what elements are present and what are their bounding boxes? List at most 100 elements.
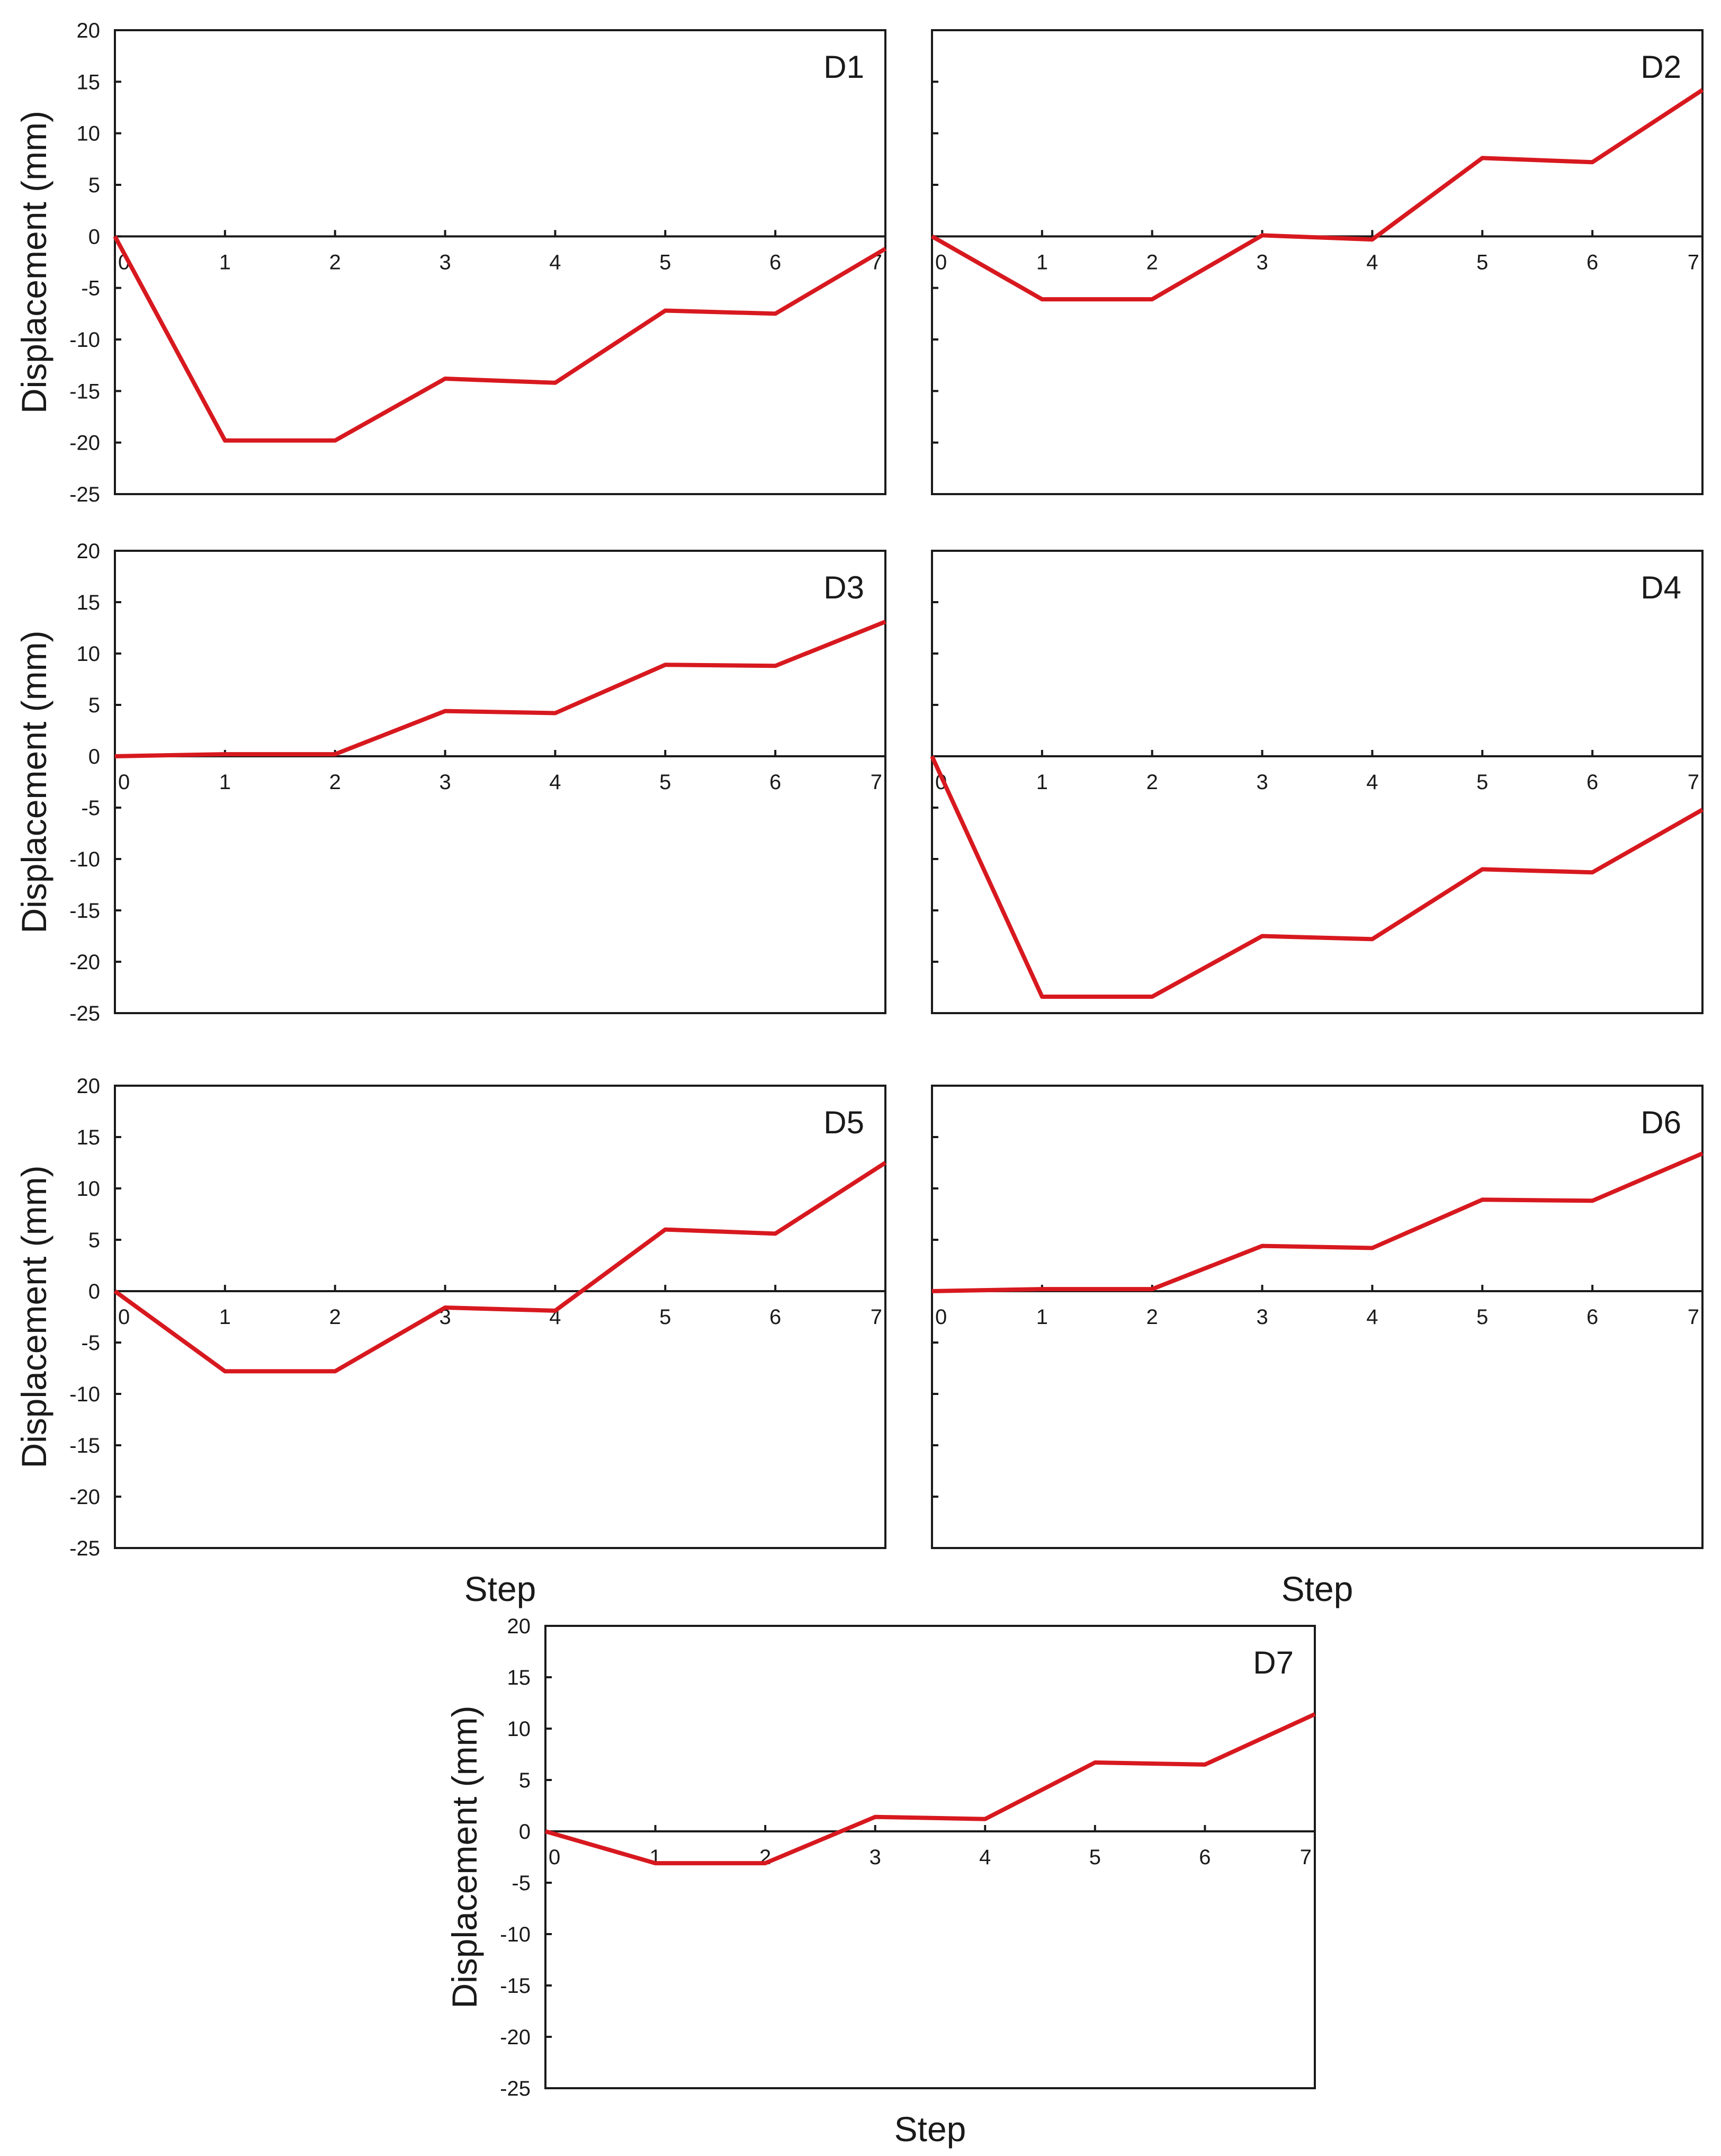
x-tick-label: 7 [1688,251,1699,274]
x-tick-label: 1 [1036,251,1048,274]
x-tick-label: 6 [1586,1305,1598,1329]
y-tick-label: -10 [500,1923,531,1946]
y-tick-label: 10 [77,642,101,666]
panel-label: D1 [823,49,864,85]
x-tick-label: 5 [659,251,671,274]
x-tick-label: 2 [329,1305,341,1329]
series-line-d4 [930,755,1704,999]
y-tick-label: 20 [77,540,101,563]
y-tick-label: 20 [77,19,101,42]
panel-d3: 20 15 10 5 0 -5 -10 -15 -20 -25 0 1 2 3 4 5 6 7 D3 Displace… [14,540,886,1025]
series-line-d6 [931,1151,1704,1293]
y-tick-label: -5 [81,1331,100,1355]
series-line-d5 [113,1161,887,1374]
x-tick-label: 3 [439,771,451,794]
y-tick-label: -25 [69,1537,100,1560]
panel-label: D7 [1253,1645,1294,1680]
panel-label: D5 [823,1105,864,1140]
x-tick-label: 6 [769,1305,781,1329]
x-tick-label: 2 [329,251,341,274]
x-tick-label: 1 [649,1846,661,1869]
x-tick-label: 4 [549,251,561,274]
x-tick-label: 5 [1089,1846,1101,1869]
panel-d6: 0 1 2 3 4 5 6 7 D6 Step [931,1085,1704,1608]
y-tick-label: 20 [77,1075,101,1098]
x-tick-label: 0 [118,771,130,794]
x-tick-label: 1 [219,771,231,794]
y-tick-label: 15 [507,1666,531,1689]
y-tick-label: -15 [69,380,100,403]
panel-d7: 20 15 10 5 0 -5 -10 -15 -20 -25 0 1 2 3 4 5 6 7 D7 Displace… [445,1615,1316,2149]
x-axis-title: Step [1281,1569,1354,1608]
plot-frame [931,1085,1704,1549]
y-axis-title: Displacement (mm) [14,630,53,933]
x-tick-label: 3 [1256,1305,1268,1329]
x-tick-label: 4 [1366,771,1378,794]
y-tick-label: 10 [77,1177,101,1201]
y-tick-label: 15 [77,591,101,614]
y-tick-label: -20 [69,1486,100,1509]
series-line-d7 [544,1712,1316,1866]
x-tick-label: 6 [769,251,781,274]
y-tick-label: -10 [69,848,100,871]
x-axis-title: Step [464,1569,536,1608]
y-tick-label: -5 [81,277,100,300]
x-tick-label: 3 [1256,251,1268,274]
panel-d4: 0 1 2 3 4 5 6 7 D4 [930,550,1704,1014]
x-tick-label: 2 [759,1846,771,1869]
x-tick-label: 7 [1300,1846,1312,1869]
series-line-d1 [113,235,887,443]
x-axis-title: Step [894,2109,966,2149]
panel-label: D3 [823,570,864,605]
x-tick-label: 0 [935,1305,947,1329]
y-axis-title: Displacement (mm) [445,1705,484,2008]
x-tick-label: 1 [1036,1305,1048,1329]
x-tick-label: 6 [1586,251,1598,274]
y-tick-label: -20 [500,2026,531,2049]
y-tick-label: -20 [69,951,100,974]
y-tick-label: 5 [88,174,100,197]
y-tick-label: -25 [500,2077,531,2100]
y-tick-label: 0 [519,1820,531,1844]
x-tick-label: 4 [979,1846,991,1869]
x-tick-label: 7 [1688,771,1699,794]
y-tick-label: -25 [69,1002,100,1025]
plot-frame [544,1625,1316,2089]
panel-label: D4 [1641,570,1681,605]
y-tick-label: -10 [69,328,100,352]
panel-label: D2 [1641,49,1681,85]
y-tick-label: -10 [69,1383,100,1406]
plot-frame [114,1085,886,1549]
y-tick-label: 10 [507,1717,531,1741]
x-tick-label: 0 [549,1846,560,1869]
plot-frame [114,550,886,1014]
x-tick-label: 6 [769,771,781,794]
x-tick-label: 6 [1199,1846,1211,1869]
x-tick-label: 5 [659,1305,671,1329]
y-tick-label: 15 [77,1126,101,1149]
x-tick-label: 1 [1036,771,1048,794]
x-tick-label: 4 [1366,1305,1378,1329]
y-tick-label: 5 [519,1769,531,1792]
x-tick-label: 2 [1146,771,1158,794]
x-tick-label: 0 [118,1305,130,1329]
x-tick-label: 4 [1366,251,1378,274]
y-tick-label: 15 [77,70,101,94]
x-tick-label: 1 [219,1305,231,1329]
y-tick-label: -25 [69,483,100,506]
x-tick-label: 2 [329,771,341,794]
x-tick-label: 3 [870,1846,881,1869]
x-tick-label: 4 [549,771,561,794]
x-tick-label: 1 [219,251,231,274]
panel-d2: 0 1 2 3 4 5 6 7 D2 [931,29,1704,495]
x-tick-label: 5 [1476,251,1488,274]
x-tick-label: 3 [1256,771,1268,794]
x-tick-label: 0 [935,771,947,794]
y-axis-title: Displacement (mm) [14,1165,53,1468]
x-tick-label: 7 [871,771,882,794]
y-tick-label: 5 [88,694,100,717]
y-tick-label: -20 [69,432,100,455]
